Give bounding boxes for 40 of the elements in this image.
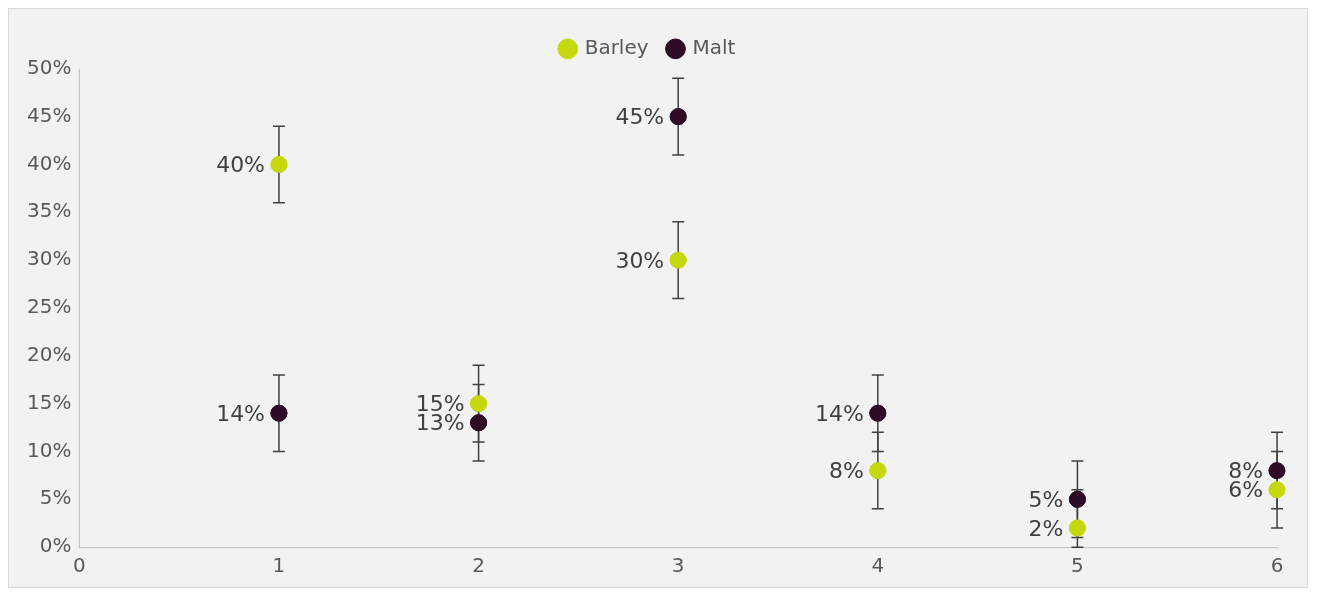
data-label: 40% — [216, 152, 265, 178]
y-tick-label: 40% — [26, 150, 72, 175]
point — [270, 155, 288, 173]
x-tick-label: 6 — [1270, 553, 1284, 578]
data-label: 14% — [216, 400, 265, 426]
data-label: 14% — [815, 400, 864, 426]
x-tick-label: 1 — [272, 553, 286, 578]
point — [1068, 490, 1086, 508]
point — [669, 251, 687, 269]
y-tick-label: 25% — [26, 294, 72, 319]
y-tick-label: 30% — [26, 246, 72, 271]
x-tick-label: 2 — [472, 553, 485, 578]
y-tick-label: 5% — [39, 485, 72, 510]
point — [869, 404, 887, 422]
point — [470, 414, 488, 432]
x-tick-label: 0 — [72, 553, 86, 578]
data-label: 30% — [615, 247, 665, 273]
x-tick-label: 3 — [671, 553, 685, 578]
y-tick-label: 50% — [26, 55, 72, 79]
y-tick-label: 45% — [26, 102, 72, 127]
y-tick-label: 0% — [39, 533, 72, 558]
data-label: 45% — [615, 104, 665, 130]
point — [1268, 481, 1286, 499]
legend-label: Malt — [692, 35, 736, 60]
data-label: 5% — [1028, 487, 1064, 512]
data-label: 8% — [828, 458, 864, 484]
point — [669, 108, 687, 126]
y-tick-label: 35% — [26, 198, 72, 223]
point — [270, 404, 288, 422]
point — [1068, 519, 1086, 537]
point — [470, 395, 488, 413]
x-tick-label: 4 — [871, 553, 885, 578]
y-tick-label: 15% — [26, 389, 72, 414]
legend-label: Barley — [584, 35, 649, 60]
y-tick-label: 20% — [26, 342, 72, 366]
point — [1268, 462, 1286, 480]
point — [869, 462, 887, 480]
data-label: 2% — [1028, 515, 1064, 541]
x-tick-label: 5 — [1071, 553, 1084, 578]
y-tick-label: 10% — [26, 437, 72, 462]
